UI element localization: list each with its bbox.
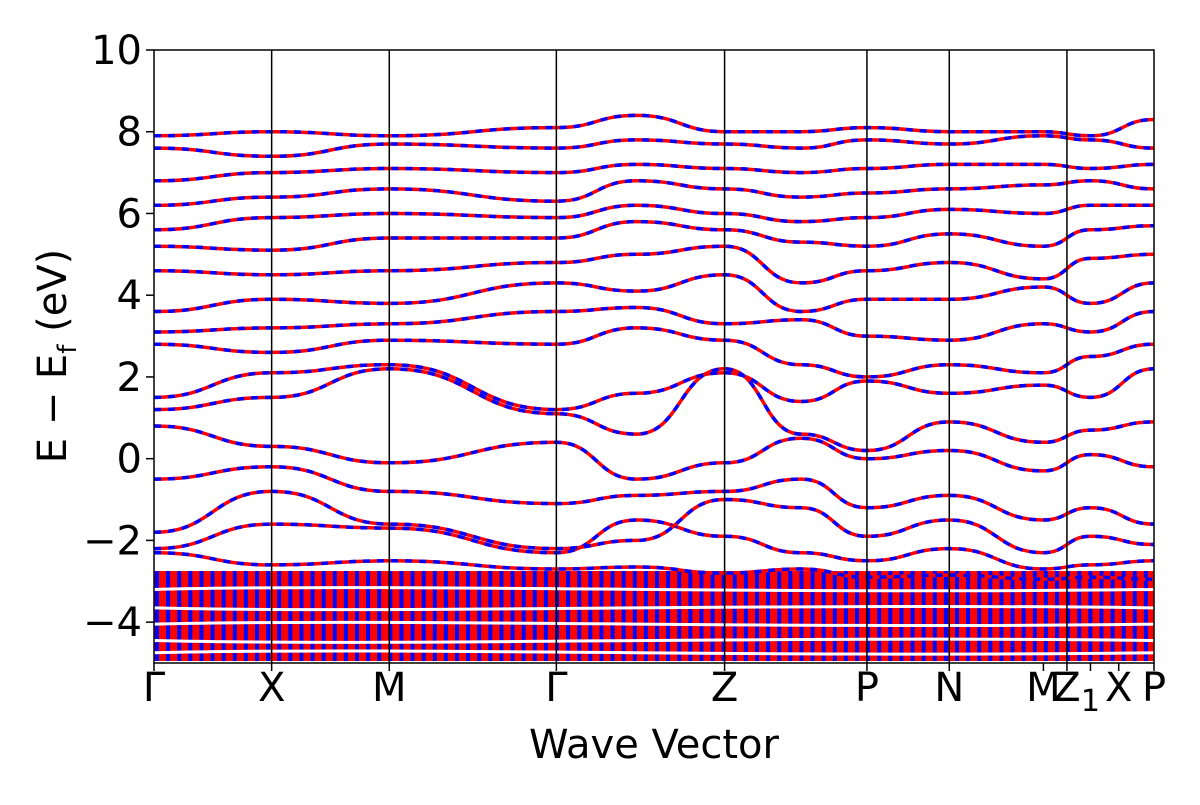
band-line-blue	[154, 550, 1154, 581]
y-tick-label: −4	[83, 600, 142, 646]
band-line-blue	[154, 162, 1154, 183]
y-tick-label: 6	[117, 191, 142, 237]
x-tick-label: N	[934, 665, 964, 711]
y-tick-label: 10	[91, 28, 142, 74]
band-line-red	[154, 203, 1154, 232]
band-line-blue	[154, 179, 1154, 208]
x-tick-label: P	[1142, 665, 1166, 711]
x-tick-label: X	[258, 665, 285, 711]
band-line-blue	[154, 219, 1154, 252]
y-tick-label: 4	[117, 273, 142, 319]
band-line-blue	[154, 273, 1154, 314]
y-axis-label: E − Ef (eV)	[30, 249, 83, 464]
band-line-red	[154, 326, 1154, 379]
y-axis-ticks: −4 −2 0 2 4 6 8 10	[83, 28, 154, 646]
band-line-red	[154, 273, 1154, 314]
x-tick-label: Z	[1053, 665, 1080, 711]
band-line-red	[154, 367, 1154, 453]
band-line-blue	[154, 489, 1154, 555]
band-line-blue	[154, 134, 1154, 159]
band-line-red	[154, 305, 1154, 342]
band-line-red	[154, 179, 1154, 208]
x-tick-label: 1	[1081, 684, 1100, 719]
band-line-blue	[154, 367, 1154, 453]
y-tick-label: 8	[117, 110, 142, 156]
x-tick-label: Z	[711, 665, 738, 711]
band-line-red	[154, 244, 1154, 285]
plot-frame	[153, 49, 1155, 664]
band-line-red	[154, 162, 1154, 183]
plot-area	[154, 113, 1154, 661]
x-tick-label: M	[1026, 665, 1061, 711]
x-axis-ticks: Γ X M Γ Z P N MZ 1 X P	[143, 663, 1166, 719]
band-line-blue	[154, 518, 1154, 571]
x-tick-label: M	[372, 665, 407, 711]
dense-band-region	[154, 571, 1154, 661]
band-line-red	[154, 134, 1154, 159]
y-tick-label: −2	[83, 518, 142, 564]
band-line-blue	[154, 244, 1154, 285]
x-axis-label: Wave Vector	[529, 722, 780, 768]
band-line-blue	[154, 305, 1154, 342]
x-tick-label: X	[1105, 665, 1132, 711]
y-tick-label: 0	[117, 437, 142, 483]
x-tick-label: P	[855, 665, 879, 711]
x-tick-label: Γ	[143, 665, 166, 711]
y-tick-label: 2	[117, 355, 142, 401]
band-line-red	[154, 219, 1154, 252]
x-tick-label: Γ	[545, 665, 568, 711]
kpoint-lines	[270, 50, 1068, 663]
band-line-blue	[154, 203, 1154, 232]
